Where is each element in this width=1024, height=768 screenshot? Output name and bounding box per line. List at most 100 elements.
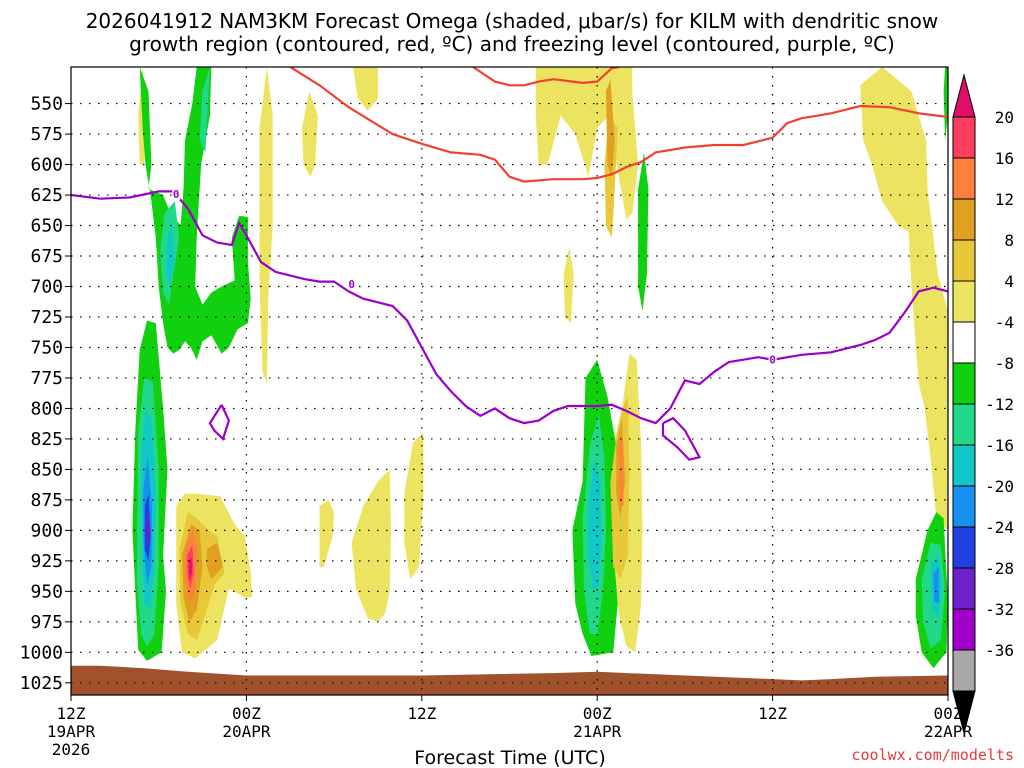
y-tick-label: 825 — [30, 429, 63, 450]
colorbar-label: 12 — [995, 190, 1014, 209]
colorbar-swatch — [952, 198, 976, 241]
terrain-fill — [71, 665, 948, 695]
omega-region-4 — [319, 499, 335, 567]
omega-region-4 — [535, 67, 639, 220]
x-tick-label: 12Z — [407, 704, 436, 723]
y-tick-label: 625 — [30, 185, 63, 206]
chart-title-line2: growth region (contoured, red, ºC) and f… — [129, 32, 895, 56]
omega-region-12 — [606, 79, 615, 177]
y-tick-label: 900 — [30, 520, 63, 541]
y-tick-label: 600 — [30, 155, 63, 176]
x-tick-label: 12Z — [758, 704, 787, 723]
y-tick-label: 850 — [30, 459, 63, 480]
omega-region--32 — [147, 521, 149, 539]
y-tick-label: 750 — [30, 337, 63, 358]
x-tick-label: 00Z — [583, 704, 612, 723]
freezing-level-label: 0 — [173, 188, 180, 201]
omega-region--8 — [199, 67, 210, 153]
omega-region-4 — [404, 432, 424, 580]
colorbar-label: -20 — [985, 477, 1014, 496]
omega-region--4 — [139, 67, 251, 360]
y-tick-label: 925 — [30, 551, 63, 572]
gridlines — [71, 67, 948, 695]
y-tick-label: 725 — [30, 307, 63, 328]
x-tick-label: 19APR — [47, 722, 96, 741]
x-tick-label: 2026 — [52, 740, 91, 759]
omega-region--4 — [638, 152, 649, 311]
contour-label-bg — [347, 278, 356, 291]
omega-region-4 — [353, 67, 378, 111]
colorbar-label: -36 — [985, 641, 1014, 660]
y-axis: 550 575 600 625 650 675 700 725 750 775 800 825 850 8… — [20, 94, 71, 694]
plot-frame — [70, 66, 949, 696]
y-tick-label: 1000 — [20, 642, 63, 663]
colorbar-bottom-arrow — [952, 690, 976, 735]
colorbar-swatch — [952, 444, 976, 487]
colorbar-label: -28 — [985, 559, 1014, 578]
contour-label-bg — [768, 353, 777, 366]
omega-region-4 — [259, 67, 273, 384]
x-tick-label: 00Z — [934, 704, 963, 723]
colorbar: 20 16 12 8 4 -4 -8 -12 -16 -20 -24 -28 -32 -36 — [952, 73, 1014, 735]
y-tick-label: 675 — [30, 246, 63, 267]
colorbar-swatch — [952, 157, 976, 200]
dgz-contour-lower — [472, 67, 620, 87]
y-tick-label: 700 — [30, 276, 63, 297]
colorbar-label: 8 — [1004, 231, 1014, 250]
x-tick-label: 12Z — [57, 704, 86, 723]
colorbar-label: -4 — [995, 313, 1014, 332]
colorbar-swatch — [952, 649, 976, 692]
omega-region--4 — [943, 67, 948, 141]
colorbar-swatch — [952, 485, 976, 528]
freezing-level-label: 0 — [348, 278, 355, 291]
freezing-level-label: 0 — [769, 354, 776, 367]
colorbar-swatch — [952, 526, 976, 569]
colorbar-swatch — [952, 280, 976, 323]
colorbar-label: -32 — [985, 600, 1014, 619]
omega-region-16 — [619, 438, 624, 506]
y-tick-label: 950 — [30, 581, 63, 602]
omega-region-24 — [189, 557, 192, 580]
y-tick-label: 975 — [30, 612, 63, 633]
y-tick-label: 1025 — [20, 673, 63, 694]
y-tick-label: 575 — [30, 124, 63, 145]
colorbar-label: 4 — [1004, 272, 1014, 291]
y-tick-label: 800 — [30, 398, 63, 419]
colorbar-top-arrow — [952, 73, 976, 118]
colorbar-swatch — [952, 239, 976, 282]
y-tick-label: 550 — [30, 94, 63, 115]
colorbar-swatch — [952, 362, 976, 405]
freezing-level-closed-contour — [208, 404, 231, 441]
credit-text: coolwx.com/modelts — [851, 746, 1014, 764]
omega-region-12 — [206, 542, 223, 580]
colorbar-label: 20 — [995, 108, 1014, 127]
colorbar-label: -16 — [985, 436, 1014, 455]
x-tick-label: 00Z — [232, 704, 261, 723]
x-tick-label: 22APR — [924, 722, 973, 741]
omega-region--16 — [933, 567, 940, 604]
omega-region-4 — [301, 91, 318, 177]
colorbar-swatch — [952, 116, 976, 159]
y-tick-label: 875 — [30, 490, 63, 511]
x-tick-label: 20APR — [222, 722, 271, 741]
temperature-contours: 0 0 0 — [71, 67, 948, 461]
colorbar-label: -8 — [995, 354, 1014, 373]
colorbar-swatch — [952, 567, 976, 610]
y-tick-label: 650 — [30, 216, 63, 237]
colorbar-label: 16 — [995, 149, 1014, 168]
colorbar-swatch — [952, 403, 976, 446]
colorbar-label: -24 — [985, 518, 1014, 537]
terrain — [71, 665, 948, 695]
chart-title-line1: 2026041912 NAM3KM Forecast Omega (shaded… — [86, 9, 939, 33]
y-tick-label: 775 — [30, 368, 63, 389]
x-axis-label: Forecast Time (UTC) — [414, 747, 605, 768]
freezing-level-closed-contour — [661, 416, 702, 461]
omega-region-4 — [351, 469, 392, 622]
dgz-contour-upper — [289, 67, 948, 183]
x-tick-label: 21APR — [573, 722, 622, 741]
contour-label-bg — [172, 187, 181, 200]
colorbar-label: -12 — [985, 395, 1014, 414]
omega-region--12 — [588, 457, 602, 592]
omega-shading — [132, 67, 948, 669]
